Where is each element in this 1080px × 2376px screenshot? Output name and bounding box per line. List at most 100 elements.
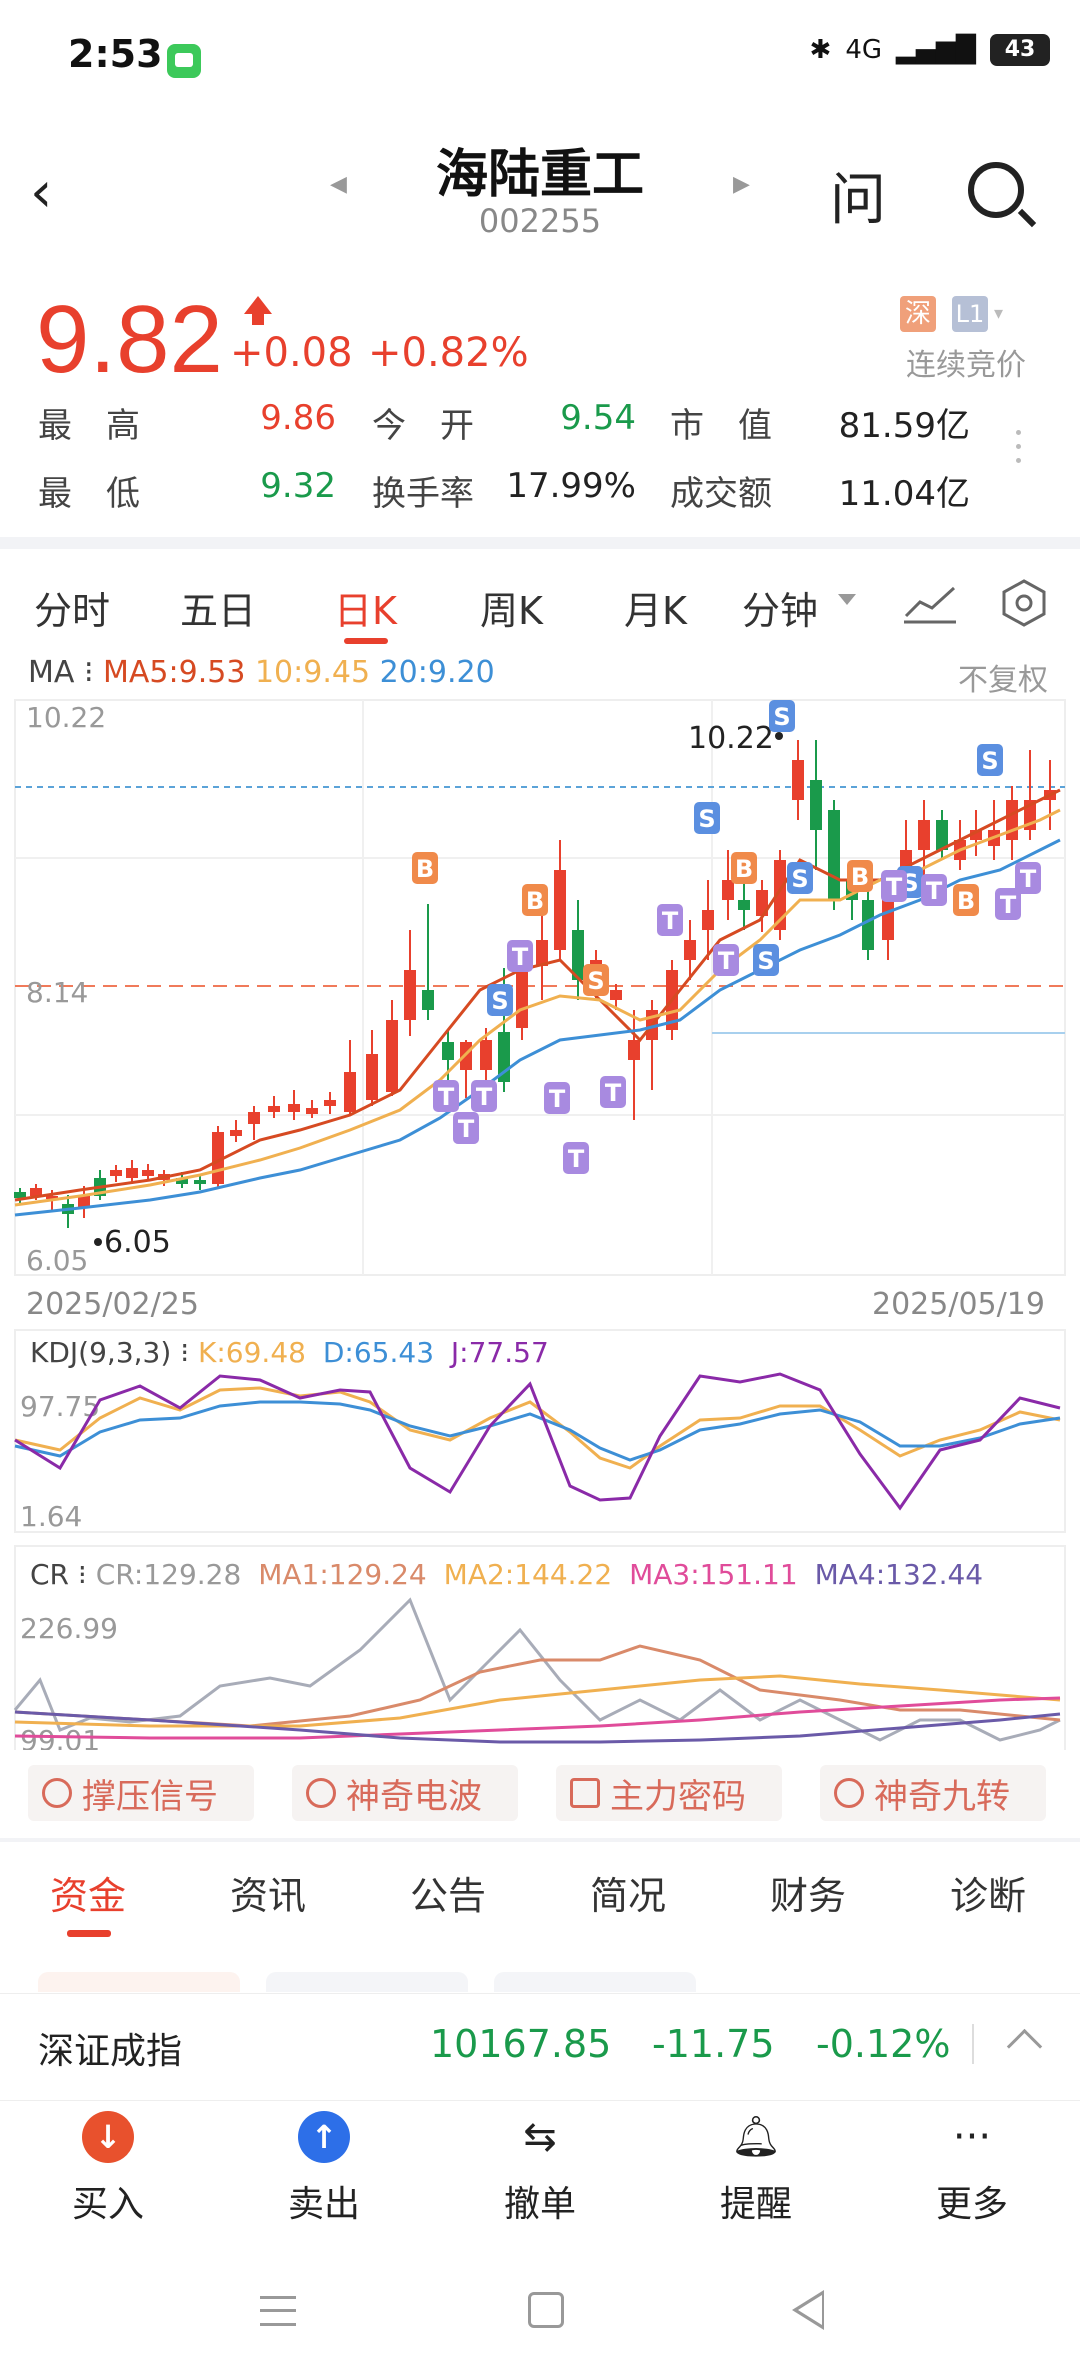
signal-marker-bg: [487, 984, 513, 1016]
quote-value: 11.04亿: [838, 474, 970, 514]
system-back-icon[interactable]: [792, 2290, 824, 2330]
buy-button[interactable]: ↓ 买入: [38, 2111, 178, 2227]
candle-body: [30, 1188, 42, 1196]
kdj-frame: [14, 1329, 1066, 1533]
search-icon[interactable]: [968, 162, 1024, 218]
tab-funds[interactable]: 资金: [50, 1874, 127, 1918]
tab-finance[interactable]: 财务: [770, 1874, 847, 1918]
main-chart-frame: [14, 699, 1066, 1276]
cr-prefix: CR: [30, 1558, 69, 1591]
tab-minute[interactable]: 分钟: [742, 589, 819, 633]
tool-label: 神奇电波: [346, 1776, 482, 1817]
candle-body: [422, 990, 434, 1010]
signal-marker-label: B: [735, 855, 753, 883]
tab-announcements[interactable]: 公告: [410, 1874, 487, 1918]
tab-diagnosis[interactable]: 诊断: [950, 1874, 1027, 1918]
action-label: 提醒: [719, 2184, 792, 2225]
quote-value: 9.86: [260, 398, 336, 438]
support-pressure-button[interactable]: 撑压信号: [28, 1765, 254, 1821]
y-label-high: 10.22: [26, 701, 106, 734]
content-stub: [38, 1972, 240, 1992]
candle-body: [774, 860, 786, 930]
candle-body: [176, 1178, 188, 1184]
signal-icon: ▂▄▆█: [896, 35, 976, 65]
signal-marker-label: T: [662, 907, 679, 935]
minute-dropdown-icon[interactable]: [838, 594, 856, 605]
price-change-pct: +0.82%: [368, 330, 529, 376]
signal-marker-label: T: [1020, 865, 1037, 893]
magic-wave-button[interactable]: 神奇电波: [292, 1765, 518, 1821]
cr-legend: CR ⁝ CR:129.28 MA1:129.24 MA2:144.22 MA3…: [30, 1558, 983, 1591]
indicator-line-icon[interactable]: [902, 582, 958, 626]
cr-value: CR:129.28: [96, 1558, 242, 1591]
home-icon[interactable]: [528, 2292, 564, 2328]
content-stub: [266, 1972, 468, 1992]
quote-label: 最 低: [38, 474, 140, 514]
signal-marker-label: T: [718, 947, 735, 975]
quote-label: 今 开: [372, 406, 474, 446]
more-button[interactable]: ··· 更多: [902, 2111, 1042, 2227]
candle-body: [862, 900, 874, 950]
main-force-code-button[interactable]: 主力密码: [556, 1765, 782, 1821]
candle-body: [536, 940, 548, 966]
signal-marker-label: T: [476, 1083, 493, 1111]
cr-ma2: MA2:144.22: [444, 1558, 613, 1591]
next-stock-icon[interactable]: ▶: [733, 172, 750, 197]
index-change-pct: -0.12%: [816, 2022, 951, 2066]
signal-marker-label: T: [605, 1079, 622, 1107]
recent-apps-icon[interactable]: [260, 2296, 296, 2326]
low-annotation: 6.05: [104, 1225, 171, 1260]
sell-button[interactable]: ↑ 卖出: [254, 2111, 394, 2227]
tab-intraday[interactable]: 分时: [34, 589, 111, 633]
tab-monthly-k[interactable]: 月K: [624, 589, 687, 633]
more-icon: ···: [952, 2114, 992, 2160]
tool-label: 撑压信号: [82, 1776, 218, 1817]
cancel-order-button[interactable]: ⇆ 撤单: [470, 2111, 610, 2227]
stock-header: ‹ ◀ 海陆重工 002255 ▶ 问: [0, 120, 1080, 250]
tab-five-day[interactable]: 五日: [180, 589, 257, 633]
level-dropdown-icon[interactable]: ▾: [994, 303, 1004, 324]
kdj-j: J:77.57: [449, 1336, 549, 1369]
adjust-toggle[interactable]: 不复权: [958, 663, 1048, 698]
candle-body: [306, 1108, 318, 1114]
candle-body: [628, 1040, 640, 1060]
quote-value: 9.54: [560, 398, 636, 438]
status-bar: 2:53 ✱ 4G ▂▄▆█ 43: [0, 0, 1080, 115]
index-ticker-bar[interactable]: 深证成指 10167.85 -11.75 -0.12%: [0, 1993, 1080, 2094]
bell-icon: 🔔︎: [730, 2114, 782, 2160]
kdj-y-high: 97.75: [20, 1390, 100, 1423]
quote-value: 81.59亿: [838, 406, 970, 446]
chevron-up-icon[interactable]: [1006, 2028, 1043, 2065]
candlestick-series: [14, 740, 1056, 1228]
ask-icon[interactable]: 问: [830, 168, 886, 233]
candle-body: [324, 1100, 336, 1106]
tab-daily-k[interactable]: 日K: [334, 589, 397, 633]
candle-body: [970, 830, 982, 840]
quote-label: 换手率: [372, 474, 474, 514]
status-time: 2:53: [68, 32, 163, 76]
level-tag[interactable]: L1: [952, 296, 988, 332]
high-annotation-dot: [775, 732, 783, 740]
tab-news[interactable]: 资讯: [230, 1874, 307, 1918]
divider: [0, 537, 1080, 549]
tab-weekly-k[interactable]: 周K: [480, 589, 543, 633]
quote-label: 最 高: [38, 406, 140, 446]
index-name: 深证成指: [38, 2031, 183, 2072]
more-quote-icon[interactable]: [1016, 430, 1022, 474]
prev-stock-icon[interactable]: ◀: [330, 172, 347, 197]
kdj-j-line: [14, 1372, 1061, 1511]
candle-body: [1006, 800, 1018, 840]
action-label: 撤单: [503, 2184, 576, 2225]
back-icon[interactable]: ‹: [30, 160, 53, 225]
candle-body: [516, 970, 528, 1028]
magic-nine-button[interactable]: 神奇九转: [820, 1765, 1046, 1821]
quote-label: 成交额: [670, 474, 772, 514]
buy-icon: ↓: [82, 2111, 134, 2163]
tab-profile[interactable]: 简况: [590, 1874, 667, 1918]
candle-body: [792, 760, 804, 800]
signal-marker-bg: [1015, 862, 1041, 894]
reminder-button[interactable]: 🔔︎ 提醒: [686, 2111, 826, 2227]
settings-hex-icon[interactable]: [1000, 578, 1048, 628]
candle-body: [702, 910, 714, 930]
